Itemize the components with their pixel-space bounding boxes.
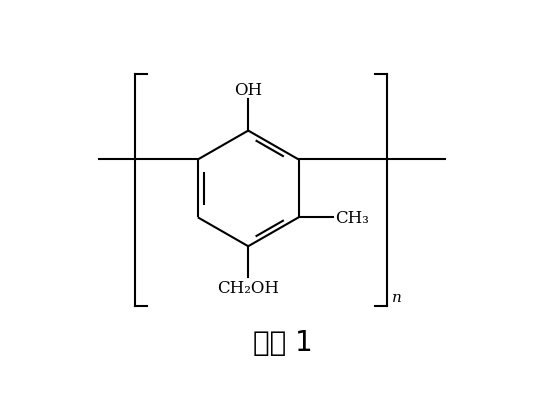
Text: OH: OH — [234, 81, 262, 98]
Text: 树脂 1: 树脂 1 — [252, 328, 312, 356]
Text: CH₂OH: CH₂OH — [217, 279, 279, 296]
Text: n: n — [392, 290, 402, 304]
Text: CH₃: CH₃ — [335, 209, 369, 226]
